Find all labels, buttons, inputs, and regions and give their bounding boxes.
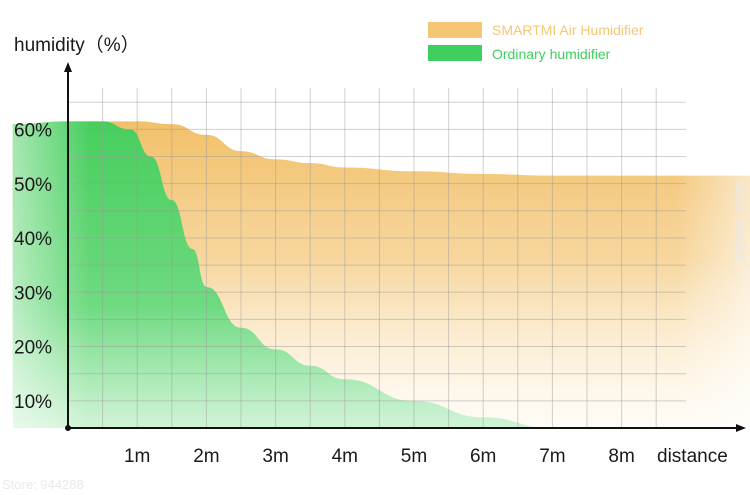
y-tick-label: 30% [14,283,52,304]
x-tick-label: 3m [262,446,288,467]
y-tick-label: 40% [14,229,52,250]
y-axis-label: humidity（%） [14,34,140,56]
x-tick-label: 1m [124,446,150,467]
x-tick-label: 6m [470,446,496,467]
y-tick-label: 20% [14,338,52,359]
x-tick-label: 2m [193,446,219,467]
x-axis-arrow [736,424,746,432]
x-tick-labels: 1m 2m 3m 4m 5m 6m 7m 8m [124,446,635,467]
left-edge-fade [0,110,90,428]
watermark-side: Store: 944288 [733,180,748,262]
x-tick-label: 7m [539,446,565,467]
y-tick-label: 10% [14,392,52,413]
legend-label-ordinary: Ordinary humidifier [492,46,611,62]
x-tick-label: 4m [332,446,358,467]
axes [64,62,746,432]
legend-swatch-smartmi [428,22,482,38]
watermark-bottom: Store: 944288 [2,477,84,492]
y-axis-arrow [64,62,72,72]
legend-label-smartmi: SMARTMI Air Humidifier [492,22,644,38]
x-axis-label: distance [657,446,728,467]
x-tick-label: 8m [608,446,634,467]
y-tick-labels: 10% 20% 30% 40% 50% 60% [14,121,52,414]
legend-swatch-ordinary [428,45,482,61]
ordinary-area [12,121,553,429]
y-tick-label: 60% [14,121,52,142]
x-tick-label: 5m [401,446,427,467]
series-areas [0,80,750,429]
grid-lines [68,88,686,428]
axis-origin-dot [65,425,71,431]
legend: SMARTMI Air Humidifier Ordinary humidifi… [428,22,644,62]
y-tick-label: 50% [14,175,52,196]
